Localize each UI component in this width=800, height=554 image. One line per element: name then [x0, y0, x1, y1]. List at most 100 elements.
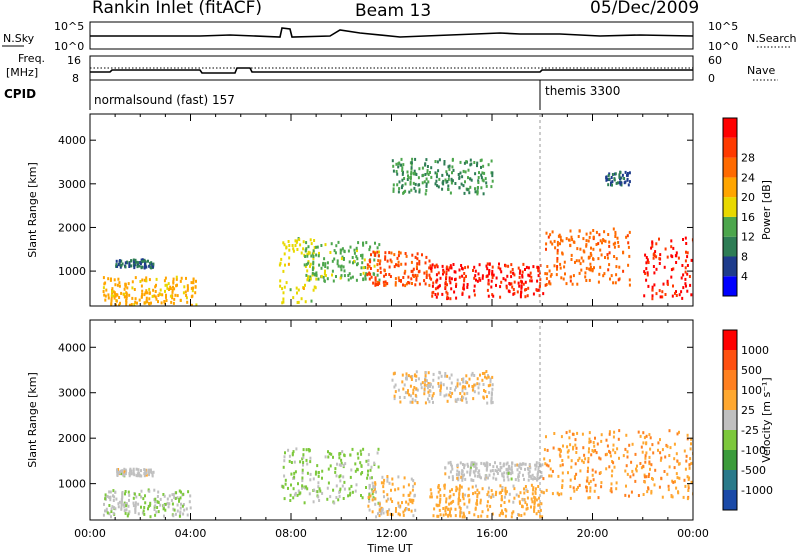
data-cell [462, 184, 465, 188]
data-cell [351, 447, 354, 451]
data-cell [411, 375, 414, 378]
data-cell [426, 165, 429, 168]
data-cell [355, 278, 358, 282]
data-cell [349, 245, 352, 249]
data-cell [123, 292, 126, 296]
data-cell [364, 266, 367, 269]
data-cell [450, 177, 453, 181]
data-cell [470, 178, 473, 182]
data-cell [691, 238, 693, 242]
data-cell [185, 276, 187, 280]
data-cell [644, 460, 647, 464]
data-cell [407, 502, 410, 506]
data-cell [645, 434, 648, 438]
data-cell [145, 289, 148, 293]
data-cell [464, 180, 466, 184]
data-cell [480, 186, 483, 190]
data-cell [461, 476, 464, 480]
data-cell [658, 257, 661, 261]
data-cell [343, 480, 346, 484]
data-cell [399, 251, 402, 255]
data-cell [459, 510, 462, 514]
data-cell [671, 495, 674, 499]
data-cell [357, 456, 360, 460]
data-cell [485, 264, 488, 268]
data-cell [520, 467, 523, 471]
data-cell [374, 277, 377, 281]
data-cell [594, 483, 597, 487]
data-cell [673, 457, 676, 461]
data-cell [542, 477, 545, 481]
data-cell [410, 378, 413, 381]
data-cell [486, 262, 489, 266]
data-cell [595, 243, 598, 246]
data-cell [559, 242, 561, 246]
data-cell [610, 482, 613, 486]
data-cell [439, 392, 442, 396]
data-cell [333, 501, 336, 505]
data-cell [399, 163, 402, 167]
data-cell [374, 278, 377, 282]
colorbar-tick-label: 500 [741, 364, 762, 377]
data-cell [137, 512, 140, 516]
data-cell [458, 491, 461, 495]
data-cell [444, 287, 447, 290]
data-cell [592, 235, 595, 239]
data-cell [145, 279, 148, 283]
data-cell [429, 488, 432, 492]
data-cell [163, 514, 165, 518]
data-cell [342, 265, 345, 269]
data-cell [145, 299, 148, 303]
data-cell [106, 511, 109, 515]
data-cell [427, 382, 430, 385]
data-cell [462, 463, 464, 466]
data-cell [485, 184, 488, 188]
data-cell [292, 450, 295, 454]
data-cell [117, 502, 120, 506]
data-cell [369, 245, 372, 249]
colorbar-segment [723, 177, 737, 198]
data-cell [152, 470, 155, 474]
data-cell [120, 502, 123, 506]
data-cell [682, 273, 685, 277]
data-cell [688, 275, 691, 278]
data-cell [427, 173, 430, 176]
data-cell [121, 498, 123, 502]
data-cell [670, 239, 673, 243]
data-cell [457, 502, 460, 506]
data-cell [311, 268, 314, 271]
data-cell [588, 278, 591, 282]
data-cell [517, 474, 520, 478]
data-cell [611, 180, 614, 184]
data-cell [372, 496, 375, 500]
data-cell [178, 514, 181, 518]
data-cell [368, 486, 371, 490]
data-cell [585, 232, 588, 236]
data-cell [501, 472, 504, 476]
data-cell [471, 388, 474, 392]
data-cell [308, 492, 311, 496]
data-cell [329, 464, 332, 468]
data-cell [606, 256, 609, 260]
data-cell [488, 391, 491, 395]
data-cell [424, 173, 427, 176]
data-cell [544, 462, 547, 466]
data-cell [372, 486, 375, 490]
data-cell [112, 290, 115, 294]
data-cell [556, 265, 559, 268]
data-cell [518, 513, 520, 517]
data-cell [340, 264, 343, 268]
data-cell [678, 476, 681, 480]
data-cell [571, 238, 574, 242]
colorbar-tick-label: 28 [741, 152, 755, 165]
data-cell [487, 163, 490, 167]
data-cell [435, 263, 438, 267]
data-cell [516, 290, 519, 294]
data-cell [645, 475, 648, 479]
data-cell [659, 458, 662, 462]
data-cell [504, 492, 507, 496]
data-cell [437, 292, 439, 296]
